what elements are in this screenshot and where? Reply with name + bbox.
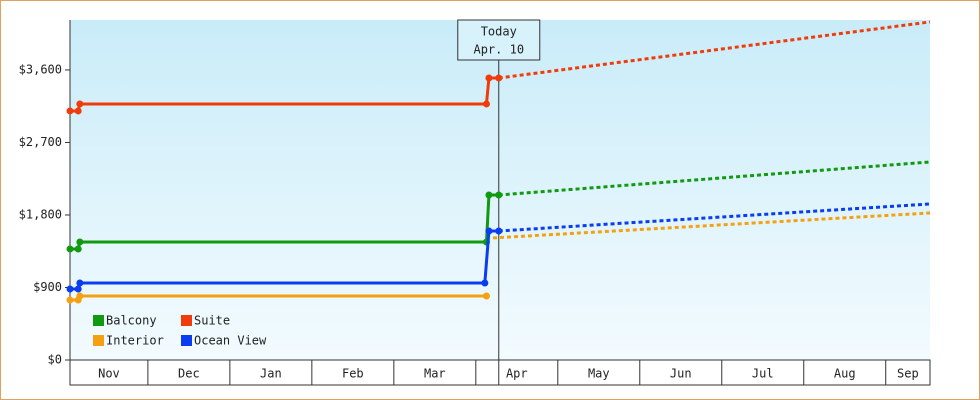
point [485, 191, 493, 199]
x-tick-label: Mar [424, 367, 446, 381]
point [66, 296, 74, 304]
today-box [457, 19, 541, 61]
y-tick-label: $0 [48, 353, 62, 367]
legend-label: Ocean View [194, 334, 267, 348]
point [66, 107, 74, 115]
point [76, 238, 84, 246]
point [495, 191, 503, 199]
plot-area [70, 20, 930, 360]
projection-line [492, 211, 931, 240]
y-tick-label: $3,600 [19, 62, 62, 76]
x-tick-label: Sep [897, 367, 919, 381]
projection-line [498, 202, 931, 233]
y-tick-label: $900 [33, 280, 62, 294]
point [485, 74, 493, 82]
projection-line [498, 160, 931, 197]
legend-label: Suite [194, 314, 230, 328]
point [495, 227, 503, 235]
legend-swatch [181, 315, 192, 326]
point [74, 285, 82, 293]
point [66, 285, 74, 293]
legend-swatch [93, 335, 104, 346]
x-tick-label: Jan [260, 367, 282, 381]
point [74, 107, 82, 115]
x-tick-label: Feb [342, 367, 364, 381]
point [76, 279, 84, 287]
point [76, 292, 84, 300]
projection-line [498, 20, 931, 80]
x-tick-label: Aug [834, 367, 856, 381]
x-tick-label: May [588, 367, 610, 381]
x-tick-label: Jun [670, 367, 692, 381]
y-tick-label: $2,700 [19, 135, 62, 149]
point [482, 100, 490, 108]
today-label: Today [481, 25, 517, 39]
point [482, 292, 490, 300]
legend-swatch [93, 315, 104, 326]
x-tick-label: Apr [506, 367, 528, 381]
legend-label: Interior [106, 334, 164, 348]
today-date: Apr. 10 [473, 43, 524, 57]
y-tick-label: $1,800 [19, 207, 62, 221]
x-tick-label: Dec [178, 367, 200, 381]
point [481, 279, 489, 287]
x-tick-label: Jul [752, 367, 774, 381]
point [485, 227, 493, 235]
point [76, 100, 84, 108]
legend-swatch [181, 335, 192, 346]
point [495, 74, 503, 82]
point [66, 245, 74, 253]
legend-label: Balcony [106, 314, 157, 328]
x-tick-label: Nov [98, 367, 120, 381]
point [74, 245, 82, 253]
x-axis-band [69, 359, 931, 386]
